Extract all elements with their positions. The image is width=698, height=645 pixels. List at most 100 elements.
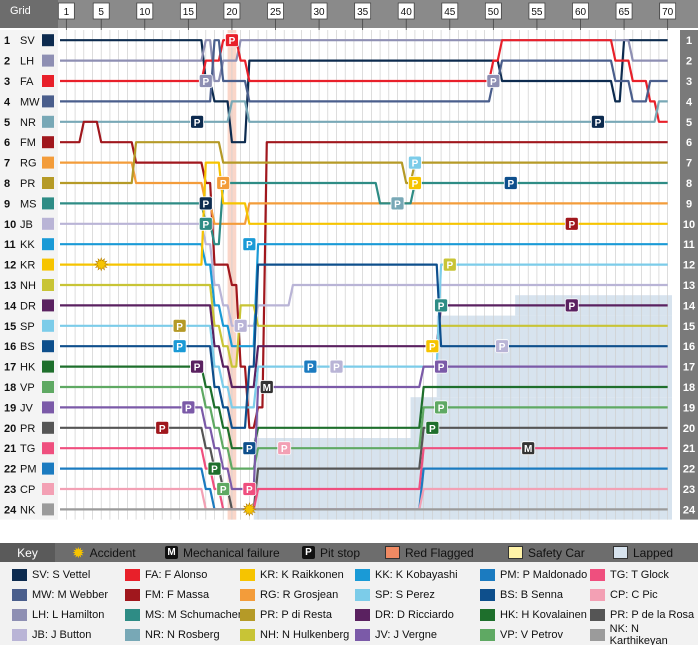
grid-driver-swatch (42, 319, 54, 332)
finish-position-label: 18 (683, 382, 695, 394)
legend-swatch (480, 629, 495, 641)
grid-column (0, 30, 58, 520)
legend-swatch (125, 629, 140, 641)
lap-tick-label: 70 (662, 7, 674, 18)
key-accident: ✹ Accident (72, 544, 136, 562)
lap-tick-label: 35 (357, 7, 369, 18)
finish-position-label: 1 (686, 35, 692, 47)
legend-label: PM: P Maldonado (500, 569, 588, 581)
finish-position-label: 23 (683, 484, 695, 496)
grid-position-label: 22 (4, 464, 16, 476)
key-red-flag: Red Flagged (385, 543, 474, 562)
legend-item-pm: PM: P Maldonado (480, 566, 587, 584)
finish-position-label: 21 (683, 443, 695, 455)
driver-line-ms (60, 181, 668, 246)
pit-marker-letter: P (220, 179, 227, 190)
grid-driver-swatch (42, 75, 54, 87)
grid-driver-swatch (42, 401, 54, 414)
grid-driver-code: JB (20, 219, 33, 231)
legend-item-sp: SP: S Perez (355, 586, 435, 604)
legend-item-kr: KR: K Raikkonen (240, 566, 344, 584)
driver-line-sv (60, 39, 668, 144)
legend-item-fm: FM: F Massa (125, 586, 209, 604)
pit-marker (172, 339, 187, 354)
legend-item-hk: HK: H Kovalainen (480, 606, 587, 624)
grid-position-label: 11 (4, 239, 16, 251)
finish-position-label: 9 (686, 198, 692, 210)
pit-marker (425, 420, 440, 435)
legend-item-tg: TG: T Glock (590, 566, 669, 584)
legend-label: FM: F Massa (145, 589, 210, 601)
pit-marker (242, 482, 257, 496)
key-pitstop: P Pit stop (302, 543, 360, 562)
legend-item-cp: CP: C Pic (590, 586, 658, 604)
legend-swatch (480, 609, 495, 621)
grid-position-label: 2 (4, 56, 10, 68)
finish-position-label: 16 (683, 341, 695, 353)
grid-driver-code: SV (20, 35, 35, 47)
grid-position-label: 7 (4, 158, 10, 170)
grid-driver-code: PR (20, 178, 35, 190)
pit-marker-letter: P (246, 444, 253, 455)
pit-marker-letter: P (194, 363, 201, 374)
finish-position-label: 24 (683, 504, 696, 516)
pit-marker (216, 482, 231, 496)
driver-legend: SV: S Vettel MW: M Webber LH: L Hamilton JB… (0, 562, 698, 645)
legend-swatch (355, 569, 370, 581)
accident-icon: ✹ (72, 544, 85, 562)
grid-position-label: 21 (4, 443, 16, 455)
grid-driver-swatch (42, 360, 54, 373)
pit-marker-letter: P (446, 261, 453, 272)
pit-marker-letter: P (499, 342, 506, 353)
right-position-column (680, 30, 698, 520)
pit-icon: P (302, 546, 315, 559)
pit-marker-letter: P (412, 159, 419, 170)
legend-swatch (480, 589, 495, 601)
grid-driver-code: MS (20, 198, 37, 210)
pit-marker (564, 216, 579, 231)
driver-line-fa (60, 39, 668, 123)
pit-marker (434, 359, 448, 374)
lapped-region-1 (410, 397, 672, 438)
grid-position-label: 19 (4, 402, 16, 414)
pit-marker-letter: P (568, 220, 575, 231)
pit-marker-letter: P (438, 363, 445, 374)
legend-swatch (12, 589, 27, 601)
driver-line-rg (60, 161, 668, 225)
grid-position-label: 24 (4, 504, 17, 516)
legend-swatch (355, 609, 370, 621)
legend-swatch (590, 569, 605, 581)
legend-item-ms: MS: M Schumacher (125, 606, 242, 624)
pit-marker (303, 359, 318, 374)
legend-label: PR: P di Resta (260, 609, 332, 621)
grid-driver-code: RG (20, 158, 37, 170)
grid-driver-swatch (42, 115, 54, 128)
grid-position-label: 6 (4, 137, 10, 149)
finish-position-label: 12 (683, 260, 695, 272)
pit-marker-letter: P (246, 485, 253, 496)
pit-marker (442, 257, 457, 272)
legend-swatch (125, 609, 140, 621)
pit-marker-letter: P (202, 220, 209, 231)
grid-driver-code: NH (20, 280, 36, 292)
grid-header-label: Grid (10, 5, 31, 17)
finish-position-label: 11 (683, 239, 695, 251)
pit-marker-letter: P (220, 485, 227, 496)
lap-tick-label: 5 (98, 7, 104, 18)
driver-line-kk (60, 243, 668, 348)
finish-position-label: 15 (683, 321, 695, 333)
legend-label: NR: N Rosberg (145, 629, 220, 641)
lap-tick-label: 25 (270, 7, 282, 18)
grid-driver-swatch (42, 421, 54, 434)
legend-swatch (240, 609, 255, 621)
driver-line-hk (60, 365, 668, 450)
grid-driver-code: NR (20, 117, 36, 129)
legend-label: FA: F Alonso (145, 569, 208, 581)
legend-swatch (590, 609, 605, 621)
legend-item-fa: FA: F Alonso (125, 566, 207, 584)
grid-driver-swatch (42, 340, 54, 353)
finish-position-label: 3 (686, 76, 692, 88)
driver-line-sp (60, 263, 668, 409)
grid-driver-code: CP (20, 484, 35, 496)
grid-position-label: 14 (4, 300, 17, 312)
